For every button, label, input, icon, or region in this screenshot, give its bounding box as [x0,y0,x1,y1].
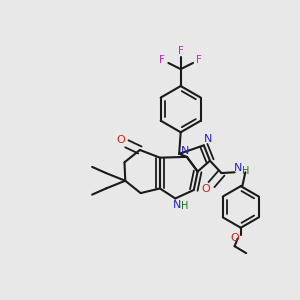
Text: N: N [181,146,190,156]
Text: F: F [178,46,184,56]
Text: O: O [116,135,125,145]
Text: O: O [230,233,239,243]
Text: F: F [196,55,202,65]
Text: N: N [233,163,242,173]
Text: F: F [159,55,165,65]
Text: O: O [202,184,211,194]
Text: H: H [242,166,249,176]
Text: H: H [181,201,188,211]
Text: N: N [203,134,212,144]
Text: N: N [173,200,181,210]
